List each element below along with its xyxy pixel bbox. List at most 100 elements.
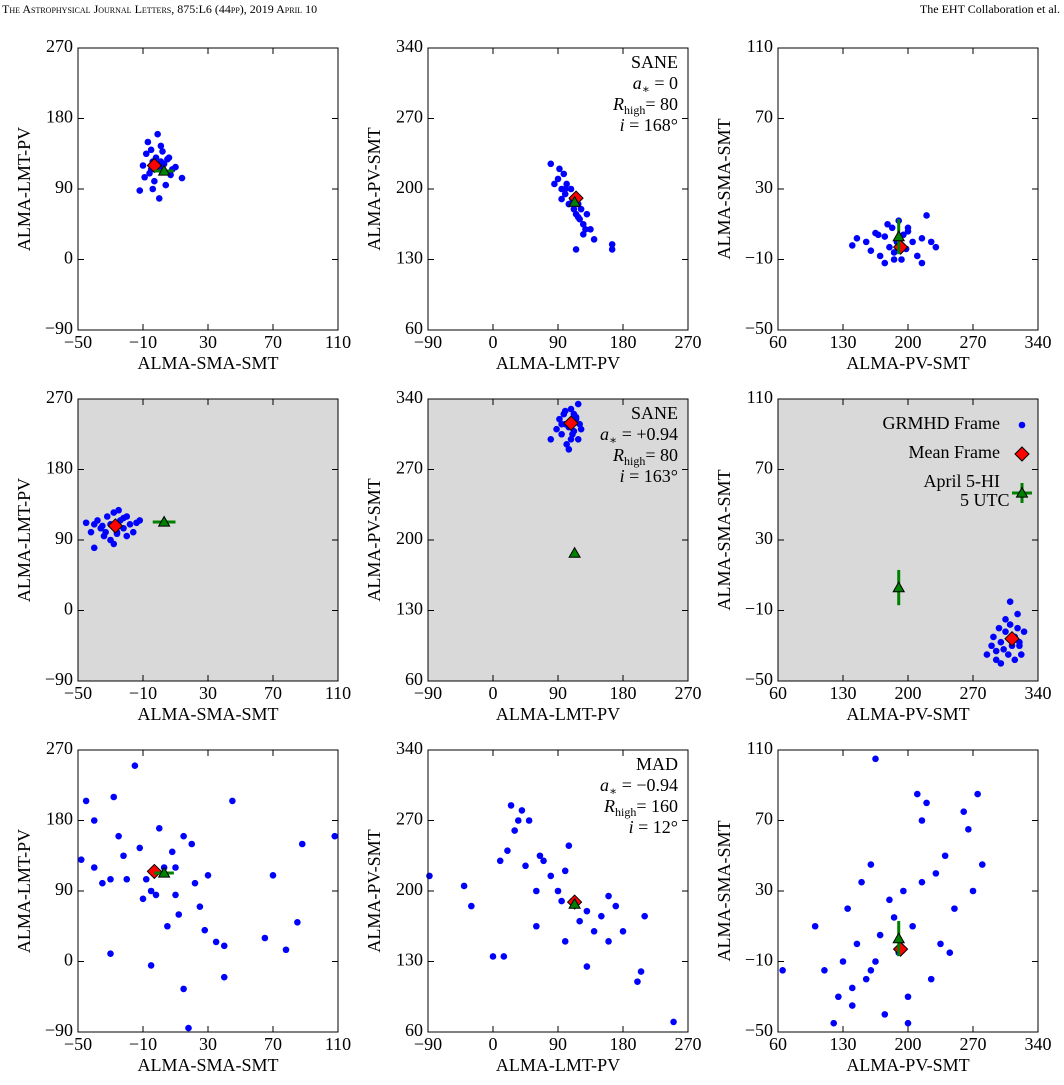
grmhd-point — [123, 875, 131, 883]
grmhd-point — [886, 243, 893, 251]
grmhd-point — [572, 246, 580, 253]
grmhd-point — [185, 1024, 192, 1032]
y-tick-label: 110 — [747, 738, 773, 758]
grmhd-point — [157, 142, 165, 150]
grmhd-point — [120, 514, 127, 522]
grmhd-point — [155, 825, 163, 832]
grmhd-point — [576, 917, 583, 925]
y-tick-label: 70 — [755, 458, 773, 478]
panel: −50 −10 30 70 110 −90 0 90 180 270 ALMA-SMA-SMT ALM… — [14, 387, 351, 724]
annotation-part: = 0 — [650, 73, 678, 93]
plot-frame — [777, 398, 1039, 682]
observation — [157, 515, 171, 527]
grmhd-point — [547, 872, 555, 880]
y-tick-label: 270 — [396, 107, 423, 127]
y-axis-label: ALMA-LMT-PV — [14, 829, 34, 953]
grmhd-point — [115, 506, 122, 514]
plot-area — [778, 48, 1038, 330]
grmhd-point — [151, 177, 158, 185]
grmhd-point — [890, 249, 898, 256]
grmhd-point — [569, 430, 576, 438]
y-axis-label: ALMA-LMT-PV — [14, 478, 34, 602]
annotation-part: R — [612, 94, 624, 114]
grmhd-point — [82, 519, 90, 527]
annotation: Rhigh= 80 — [612, 445, 678, 468]
mean-frame — [146, 863, 163, 880]
plot-area — [78, 750, 338, 1032]
annotation: SANE — [631, 52, 678, 72]
grmhd-point — [141, 173, 148, 181]
legend-marker — [1015, 486, 1029, 498]
grmhd-point — [932, 243, 940, 251]
grmhd-point — [881, 259, 889, 267]
plot-area — [428, 399, 688, 681]
grmhd-point — [577, 205, 585, 213]
observation — [892, 932, 906, 944]
x-tick-label: −10 — [129, 683, 157, 703]
grmhd-point — [188, 840, 196, 848]
annotation: Rhigh= 80 — [612, 94, 678, 117]
grmhd-point — [131, 762, 139, 769]
grmhd-point — [90, 544, 98, 552]
grmhd-point — [269, 872, 277, 879]
grmhd-point — [563, 180, 570, 188]
observation — [157, 866, 171, 878]
y-tick-label: 60 — [405, 318, 423, 338]
x-tick-label: 340 — [1025, 1034, 1052, 1054]
y-tick-label: 270 — [46, 387, 73, 407]
mean-frame — [146, 157, 163, 174]
annotation: i = 163° — [620, 466, 678, 486]
y-tick-label: 30 — [755, 879, 773, 899]
plot-frame — [427, 47, 689, 331]
grmhd-point — [201, 926, 209, 934]
x-tick-label: 30 — [199, 332, 217, 352]
data-layer — [779, 755, 986, 1027]
y-tick-label: 340 — [396, 387, 423, 407]
grmhd-point — [909, 922, 916, 930]
x-tick-label: 90 — [549, 332, 567, 352]
x-axis-label: ALMA-PV-SMT — [846, 1055, 969, 1075]
y-tick-label: −90 — [45, 318, 73, 338]
grmhd-point — [579, 220, 587, 228]
observation — [892, 230, 906, 242]
grmhd-point — [570, 410, 578, 418]
x-tick-label: −90 — [414, 1034, 442, 1054]
y-axis-label: ALMA-LMT-PV — [14, 127, 34, 251]
grmhd-point — [139, 162, 147, 169]
grmhd-point — [162, 181, 170, 189]
annotation-part: a — [600, 775, 609, 795]
panel: 60 130 200 270 340 −50 −10 30 70 110 ALMA-PV-SMT AL… — [714, 738, 1051, 1075]
grmhd-point — [298, 840, 306, 848]
x-tick-label: −10 — [129, 1034, 157, 1054]
plot-area — [78, 48, 338, 330]
grmhd-point — [927, 238, 935, 246]
grmhd-point — [567, 405, 575, 413]
grmhd-point — [574, 213, 582, 221]
grmhd-point — [923, 799, 930, 807]
grmhd-point — [165, 154, 173, 161]
y-tick-label: 180 — [46, 809, 73, 829]
x-tick-label: 60 — [769, 683, 787, 703]
y-tick-label: 270 — [46, 36, 73, 56]
x-tick-label: −50 — [64, 1034, 92, 1054]
x-tick-label: 70 — [264, 683, 282, 703]
grmhd-point — [637, 968, 645, 975]
grmhd-point — [560, 170, 568, 178]
grmhd-point — [598, 912, 605, 920]
grmhd-point — [881, 233, 889, 240]
annotation-part: = 80 — [645, 94, 678, 114]
data-layer — [426, 802, 677, 1026]
grmhd-point — [136, 187, 144, 194]
plot-frame — [427, 749, 689, 1033]
panel: −90 0 90 180 270 60 130 200 270 340 ALMA-LMT-PV ALM… — [364, 36, 701, 373]
annotation-part: SANE — [631, 52, 678, 72]
annotation-part: a — [633, 73, 642, 93]
x-tick-label: −90 — [414, 683, 442, 703]
annotation: Rhigh= 160 — [603, 796, 678, 819]
grmhd-point — [872, 958, 879, 965]
grmhd-point — [619, 927, 627, 935]
grmhd-point — [123, 532, 131, 540]
y-tick-label: 0 — [64, 950, 73, 970]
grmhd-point — [460, 882, 468, 890]
grmhd-point — [536, 852, 544, 860]
